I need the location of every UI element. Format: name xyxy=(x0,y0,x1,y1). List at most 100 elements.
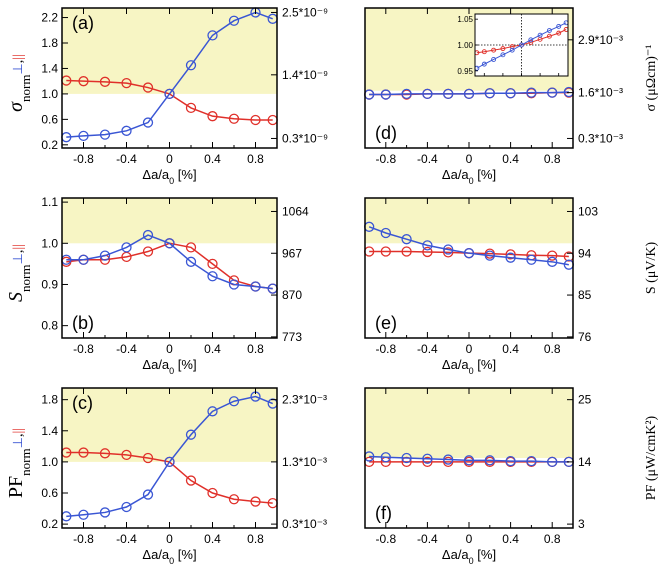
panel-b-rtick-label-1: 870 xyxy=(282,288,302,302)
panel-b-point-blue-2 xyxy=(99,250,111,261)
panel-f-rtick-label-0: 3 xyxy=(578,517,585,531)
panel-b-ytick-label-3: 1.1 xyxy=(41,195,58,209)
panel-d-xtick-label-1: -0.4 xyxy=(417,152,438,166)
inset-point-red-6 xyxy=(528,39,534,45)
panel-e-rtick-label-0: 76 xyxy=(578,330,592,344)
panel-c-point-red-3 xyxy=(121,449,132,461)
panel-c-point-blue-4 xyxy=(142,489,154,500)
panel-a-point-red-6 xyxy=(185,102,197,114)
inset-point-blue-3 xyxy=(500,52,506,58)
panel-c-xtick-label-1: -0.4 xyxy=(116,532,137,546)
panel-e-xtick-label-1: -0.4 xyxy=(417,342,438,356)
panel-b-point-blue-8 xyxy=(228,279,240,290)
panel-f-xtick-label-1: -0.4 xyxy=(417,532,438,546)
panel-a-point-blue-6 xyxy=(185,60,197,71)
panel-e-point-red-2 xyxy=(401,246,412,257)
panel-b-rtick-label-0: 773 xyxy=(282,330,302,344)
panel-d-point-blue-6 xyxy=(484,88,495,99)
panel-e-xtick-label-0: -0.8 xyxy=(375,342,396,356)
panel-f-label: (f) xyxy=(375,503,392,523)
panel-f-point-blue-8 xyxy=(526,455,537,467)
panel-b-point-red-4 xyxy=(142,246,154,257)
panel-a-ytick-label-2: 1.0 xyxy=(41,87,58,101)
inset-point-blue-2 xyxy=(491,57,497,62)
panel-b-xtick-label-4: 0.8 xyxy=(247,342,264,356)
panel-a-point-blue-2 xyxy=(99,129,111,140)
panel-d-right-ylabel: σ (μΩcm)⁻¹ xyxy=(644,45,659,112)
panel-a-xtick-label-0: -0.8 xyxy=(73,152,94,166)
panel-f-rtick-label-2: 25 xyxy=(578,393,592,407)
panel-e-xtick-label-4: 0.8 xyxy=(544,342,561,356)
panel-b-point-blue-5 xyxy=(164,238,175,249)
panel-a-point-blue-1 xyxy=(78,130,89,142)
panel-a-rtick-label-1: 1.4*10⁻⁹ xyxy=(282,68,328,82)
panel-c-xtick-label-3: 0.4 xyxy=(204,532,221,546)
panel-a-ytick-label-3: 1.4 xyxy=(41,61,58,75)
inset-point-blue-4 xyxy=(509,47,515,53)
panel-f-xlabel: Δa/a0 [%] xyxy=(442,547,496,566)
panel-c-rtick-label-0: 0.3*10⁻³ xyxy=(282,517,327,531)
panel-b: -0.8 -0.4 0 0.4 0.8 Δa/a0 [%] 0.8 0.9 1.0 1.1 773 8… xyxy=(5,195,309,376)
panel-b-line-blue xyxy=(66,234,273,290)
panel-a-rtick-label-2: 2.5*10⁻⁹ xyxy=(282,5,328,19)
inset-line-blue xyxy=(476,22,567,69)
inset-point-blue-6 xyxy=(528,37,534,43)
panel-a-point-blue-3 xyxy=(121,125,132,136)
panel-b-ytick-label-2: 1.0 xyxy=(41,236,58,250)
panel-e-point-blue-3 xyxy=(422,240,433,251)
panel-d-label: (d) xyxy=(375,123,397,143)
panel-b-rtick-label-2: 967 xyxy=(282,246,302,260)
panel-b-ytick-label-0: 0.8 xyxy=(41,319,58,333)
inset-point-red-8 xyxy=(546,33,552,39)
inset-point-blue-7 xyxy=(537,32,543,38)
panel-d-rtick-label-0: 0.3*10⁻³ xyxy=(578,131,623,145)
panel-e-xtick-label-3: 0.4 xyxy=(502,342,519,356)
inset-point-red-9 xyxy=(556,30,562,36)
panel-b-xtick-label-1: -0.4 xyxy=(116,342,137,356)
panel-d: -0.8 -0.4 0 0.4 0.8 Δa/a0 [%] 0.3*10⁻³ 1.6*10⁻³… xyxy=(364,7,659,186)
panel-c-xtick-label-2: 0 xyxy=(166,532,173,546)
panel-e-label: (e) xyxy=(375,313,397,333)
panel-c-ytick-label-4: 1.8 xyxy=(41,393,58,407)
panel-a-xlabel: Δa/a0 [%] xyxy=(142,167,196,186)
panel-c-point-red-2 xyxy=(99,448,111,459)
panel-c-point-blue-8 xyxy=(228,396,240,407)
panel-e-point-red-3 xyxy=(422,246,433,258)
panel-a-point-red-4 xyxy=(142,82,154,93)
panel-e-xlabel: Δa/a0 [%] xyxy=(442,357,496,376)
panel-c-ytick-label-0: 0.2 xyxy=(41,517,58,531)
panel-a-point-blue-8 xyxy=(228,15,240,26)
panel-c-point-red-7 xyxy=(207,487,218,499)
panel-b-point-blue-6 xyxy=(185,256,197,267)
inset-ytick-label-1: 1.00 xyxy=(457,41,473,50)
panel-f-point-blue-1 xyxy=(380,452,391,463)
panel-b-line-red xyxy=(66,242,273,290)
panel-f-rtick-label-1: 14 xyxy=(578,455,592,469)
panel-e-point-blue-2 xyxy=(401,234,412,245)
panel-b-point-red-7 xyxy=(207,258,218,270)
panel-d-rtick-label-1: 1.6*10⁻³ xyxy=(578,86,623,100)
panel-b-label: (b) xyxy=(72,313,94,333)
panel-d-point-blue-5 xyxy=(463,88,475,100)
panel-f-right-ylabel: PF (μW/cmK²) xyxy=(644,415,659,500)
panel-c-point-blue-1 xyxy=(78,509,89,520)
panel-c-label: (c) xyxy=(72,393,93,413)
panel-a-ytick-label-1: 0.6 xyxy=(41,112,58,126)
panel-b-point-red-6 xyxy=(185,242,197,253)
panel-a-ytick-label-5: 2.2 xyxy=(41,11,58,25)
panel-b-shade xyxy=(62,198,277,244)
inset-point-blue-1 xyxy=(481,61,487,67)
panel-e-right-ylabel: S (μV/K) xyxy=(644,242,659,295)
panel-a-rtick-label-0: 0.3*10⁻⁹ xyxy=(282,131,328,145)
panel-e: -0.8 -0.4 0 0.4 0.8 Δa/a0 [%] 76 85 94 103 (e) S (μ… xyxy=(364,197,659,376)
panel-e-point-blue-7 xyxy=(505,252,516,263)
panel-e-line-red xyxy=(369,250,569,258)
panel-a-ytick-label-4: 1.8 xyxy=(41,36,58,50)
panel-a-point-red-7 xyxy=(207,111,218,122)
panel-a-xtick-label-1: -0.4 xyxy=(116,152,137,166)
panel-d-point-blue-4 xyxy=(443,88,454,100)
panel-c-point-blue-3 xyxy=(121,501,132,513)
panel-a-point-red-9 xyxy=(250,114,261,126)
panel-b-xtick-label-2: 0 xyxy=(166,342,173,356)
